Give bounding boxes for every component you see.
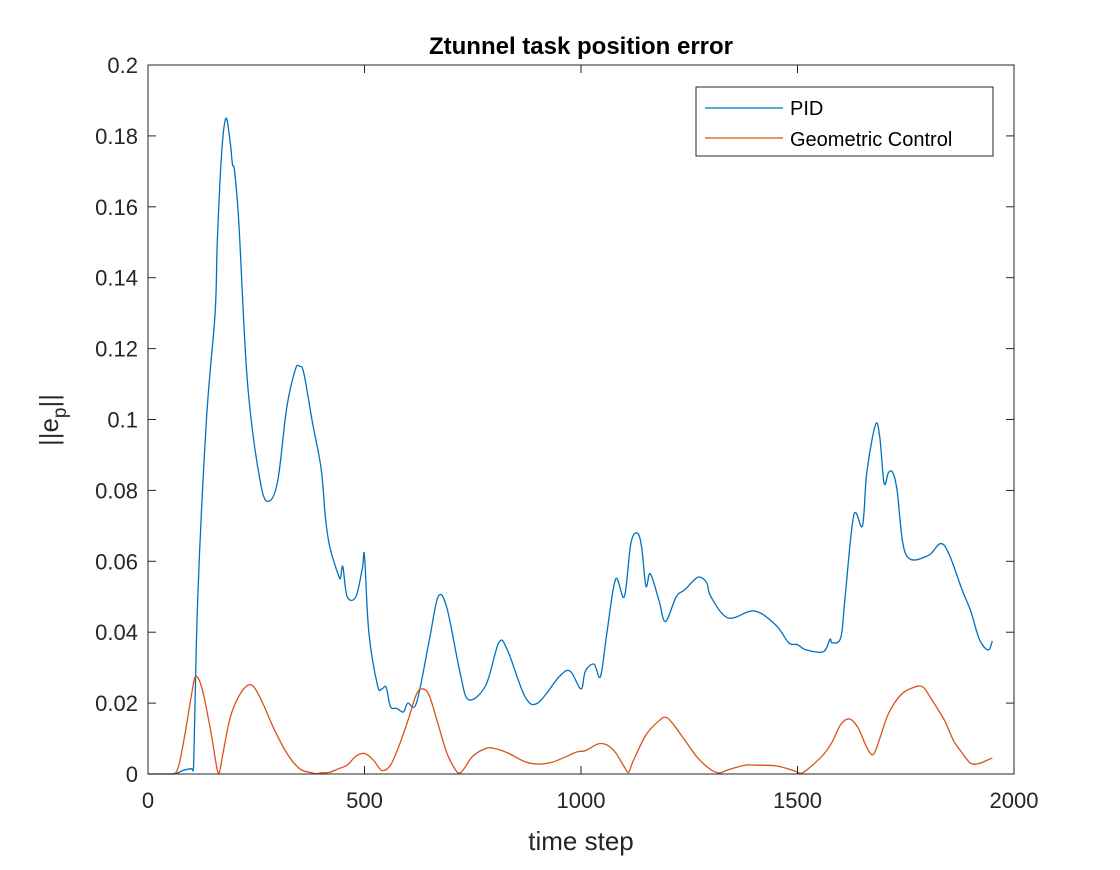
y-axis-label-subscript: p (50, 407, 71, 418)
series-group (147, 117, 993, 775)
y-axis: 0 0.02 0.04 0.06 0.08 0.1 0.12 0.14 0.16 0.18 0.2 (95, 53, 1014, 787)
y-tick-label: 0.16 (95, 195, 138, 220)
x-tick-label: 500 (346, 788, 383, 813)
legend: PID Geometric Control (695, 86, 994, 157)
series-line-pid (147, 117, 993, 775)
y-axis-label-main: ||e (34, 418, 64, 446)
series-line-geometric-control (147, 675, 993, 775)
y-tick-label: 0 (126, 762, 138, 787)
x-axis: 0 500 1000 1500 2000 (142, 65, 1039, 813)
y-tick-label: 0.06 (95, 549, 138, 574)
legend-label-geometric-control: Geometric Control (790, 129, 952, 151)
x-axis-label: time step (528, 826, 634, 856)
legend-label-pid: PID (790, 98, 823, 120)
y-tick-label: 0.18 (95, 124, 138, 149)
x-tick-label: 2000 (990, 788, 1039, 813)
y-tick-label: 0.02 (95, 691, 138, 716)
y-axis-label-end: || (34, 394, 64, 408)
y-tick-label: 0.04 (95, 620, 138, 645)
legend-box (695, 86, 994, 157)
y-tick-label: 0.14 (95, 266, 138, 291)
y-tick-label: 0.08 (95, 478, 138, 503)
y-axis-label: ||ep|| (34, 394, 71, 446)
y-tick-label: 0.2 (107, 53, 138, 78)
x-tick-label: 0 (142, 788, 154, 813)
y-tick-label: 0.12 (95, 337, 138, 362)
plot-area (148, 65, 1014, 774)
chart-title: Ztunnel task position error (429, 33, 733, 60)
y-tick-label: 0.1 (107, 408, 138, 433)
x-tick-label: 1500 (773, 788, 822, 813)
x-tick-label: 1000 (557, 788, 606, 813)
